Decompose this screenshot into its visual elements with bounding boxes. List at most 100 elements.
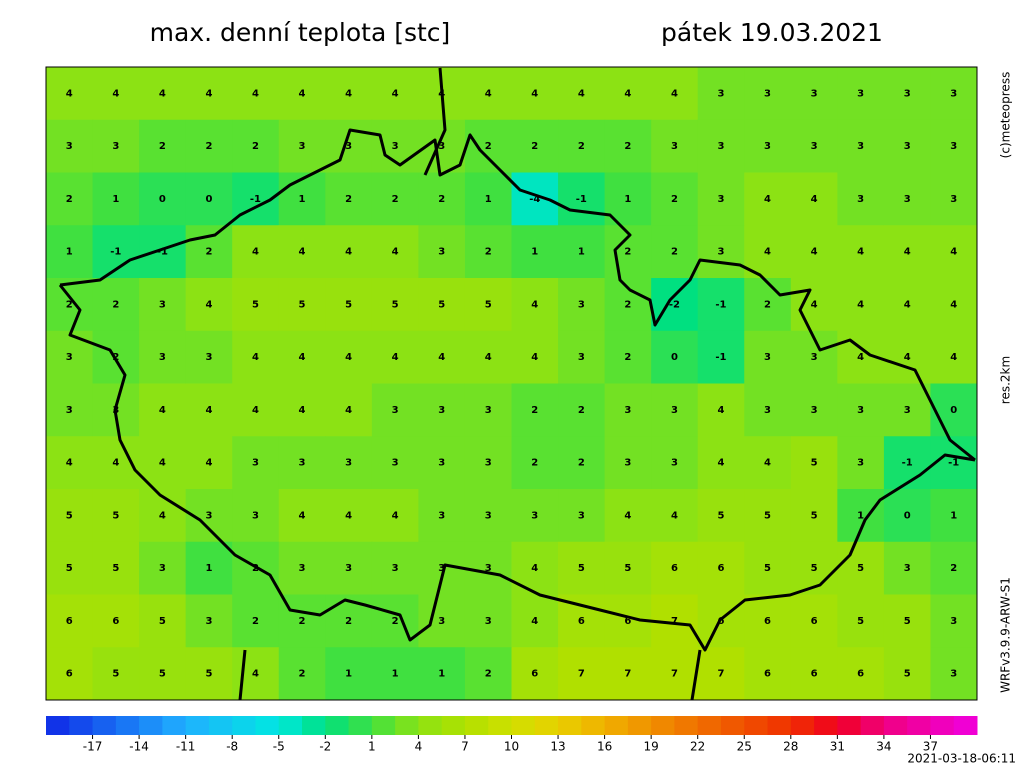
colorbar-segment — [511, 716, 536, 735]
field-value: 2 — [764, 299, 771, 310]
field-value: -4 — [529, 194, 540, 205]
field-value: 4 — [392, 247, 399, 258]
field-cell — [604, 436, 652, 490]
field-cell — [464, 383, 512, 437]
field-value: 3 — [811, 141, 818, 152]
field-cell — [697, 278, 745, 332]
timestamp: 2021-03-18-06:11 — [907, 752, 1016, 766]
field-value: 4 — [345, 352, 352, 363]
colorbar-segment — [790, 716, 815, 735]
colorbar-segment — [325, 716, 350, 735]
field-value: 4 — [531, 299, 538, 310]
neighbour-border — [238, 67, 702, 701]
field-cell — [697, 594, 745, 648]
field-value: 4 — [205, 88, 212, 99]
field-cell — [46, 119, 94, 173]
field-value: 6 — [531, 669, 538, 680]
field-value: 1 — [950, 510, 957, 521]
field-value: 2 — [112, 299, 119, 310]
field-value: 2 — [66, 299, 73, 310]
field-cell — [46, 67, 94, 121]
field-value: 3 — [438, 247, 445, 258]
field-value: 7 — [717, 669, 724, 680]
colorbar-segment — [883, 716, 908, 735]
field-value: 3 — [345, 458, 352, 469]
field-value: 6 — [717, 616, 724, 627]
field-value: 3 — [578, 352, 585, 363]
field-value: 3 — [205, 352, 212, 363]
field-cell — [511, 330, 559, 384]
field-cell — [46, 278, 94, 332]
field-value: 5 — [438, 299, 445, 310]
field-value: 0 — [205, 194, 212, 205]
field-cell — [46, 436, 94, 490]
field-cell — [697, 383, 745, 437]
field-cell — [511, 489, 559, 543]
field-cell — [604, 119, 652, 173]
field-cell — [325, 225, 373, 279]
field-value: 2 — [66, 194, 73, 205]
field-cell — [464, 594, 512, 648]
field-cell — [604, 647, 652, 701]
colorbar-segment — [953, 716, 978, 735]
field-value: 7 — [578, 669, 585, 680]
field-value: 6 — [66, 616, 73, 627]
field-cell — [278, 67, 326, 121]
field-cell — [418, 594, 466, 648]
field-cell — [697, 67, 745, 121]
field-cell — [790, 383, 838, 437]
colorbar-label: -14 — [129, 740, 149, 754]
field-cell — [744, 119, 792, 173]
field-value: 4 — [66, 88, 73, 99]
field-value: 5 — [159, 616, 166, 627]
field-value: 4 — [159, 88, 166, 99]
field-value: 3 — [764, 88, 771, 99]
colorbar-segment — [651, 716, 675, 735]
field-cell — [930, 647, 978, 701]
field-cell — [92, 489, 140, 543]
field-cell — [139, 594, 187, 648]
colorbar-segment — [115, 716, 140, 735]
field-cell — [883, 383, 931, 437]
field-value: 1 — [857, 510, 864, 521]
field-value: 3 — [485, 405, 492, 416]
field-cell — [744, 330, 792, 384]
field-cell — [883, 436, 931, 490]
field-value: 3 — [438, 563, 445, 574]
field-cell — [185, 647, 233, 701]
field-cell — [883, 119, 931, 173]
field-value: -1 — [715, 352, 726, 363]
field-cell — [511, 383, 559, 437]
field-value: 3 — [578, 299, 585, 310]
field-cell — [325, 330, 373, 384]
field-value: 3 — [252, 458, 259, 469]
field-value: 3 — [904, 563, 911, 574]
field-value: 2 — [624, 247, 631, 258]
field-cell — [92, 647, 140, 701]
field-cell — [790, 119, 838, 173]
field-value: 4 — [950, 247, 957, 258]
country-border — [58, 128, 976, 652]
field-cell — [464, 489, 512, 543]
field-cell — [883, 647, 931, 701]
field-value: 3 — [438, 458, 445, 469]
field-cell — [92, 541, 140, 595]
field-cell — [837, 172, 885, 226]
field-cell — [883, 172, 931, 226]
field-value: 1 — [66, 247, 73, 258]
colorbar-label: -17 — [83, 740, 103, 754]
field-cell — [139, 119, 187, 173]
field-value: 4 — [205, 458, 212, 469]
field-cell — [883, 225, 931, 279]
field-value: 3 — [717, 141, 724, 152]
field-value: 2 — [671, 194, 678, 205]
field-value: 7 — [671, 669, 678, 680]
field-cell — [139, 278, 187, 332]
field-value: 4 — [764, 194, 771, 205]
field-value: 4 — [531, 616, 538, 627]
field-cell — [558, 119, 606, 173]
field-cell — [837, 225, 885, 279]
field-cell — [185, 383, 233, 437]
colorbar-label: 34 — [876, 740, 891, 754]
field-value: 4 — [857, 352, 864, 363]
